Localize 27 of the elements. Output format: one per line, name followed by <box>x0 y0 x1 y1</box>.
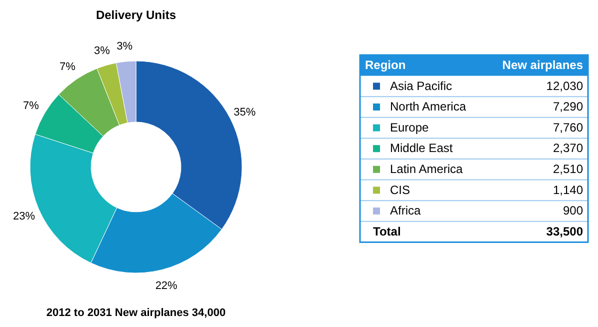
data-label: 7% <box>23 100 40 112</box>
category-label: Europe <box>390 120 430 134</box>
category-label: Africa <box>390 204 421 218</box>
chart-title: Delivery Units <box>96 8 176 22</box>
text: 2,510 <box>552 162 583 176</box>
data-label: 7% <box>59 61 76 74</box>
text: New airplanes <box>502 58 584 72</box>
text: 1,140 <box>552 182 583 197</box>
text: Region <box>365 58 406 72</box>
text: 7,290 <box>552 100 583 114</box>
text: 12,030 <box>546 78 583 93</box>
category-label: Asia Pacific <box>390 78 452 93</box>
category-label: CIS <box>390 182 410 197</box>
text: 900 <box>562 204 583 218</box>
data-label: 3% <box>94 44 110 57</box>
category-label: Latin America <box>390 162 464 176</box>
text: 33,500 <box>546 224 583 238</box>
data-label: 35% <box>234 106 256 119</box>
data-label: 3% <box>116 40 133 53</box>
text: Total <box>373 224 401 238</box>
data-label: 22% <box>155 280 178 292</box>
category-label: North America <box>390 100 466 114</box>
text: 2,370 <box>552 141 583 156</box>
category-label: Middle East <box>390 141 454 156</box>
text: 7,760 <box>552 120 583 134</box>
text: 2012 to 2031 New airplanes 34,000 <box>46 307 226 319</box>
data-label: 23% <box>13 210 36 222</box>
